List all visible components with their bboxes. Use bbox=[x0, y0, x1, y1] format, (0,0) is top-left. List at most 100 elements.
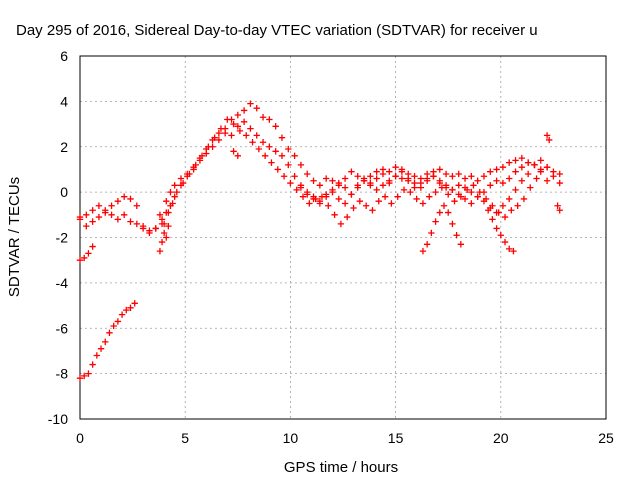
data-point bbox=[108, 211, 115, 219]
data-point bbox=[169, 200, 176, 207]
data-point bbox=[468, 200, 475, 207]
data-point bbox=[165, 209, 172, 216]
data-point bbox=[493, 209, 500, 216]
data-point bbox=[102, 209, 109, 216]
data-series-5 bbox=[484, 207, 517, 255]
data-point bbox=[152, 225, 159, 232]
data-point bbox=[253, 104, 260, 112]
data-point bbox=[167, 188, 174, 196]
data-point bbox=[428, 229, 435, 237]
data-point bbox=[392, 173, 399, 180]
data-point bbox=[146, 227, 153, 234]
data-point bbox=[259, 139, 267, 146]
data-point bbox=[316, 200, 324, 207]
data-point bbox=[411, 179, 418, 187]
y-tick-label: -10 bbox=[48, 411, 68, 427]
data-point bbox=[436, 209, 443, 216]
x-tick-label: 10 bbox=[283, 430, 299, 446]
data-point bbox=[120, 193, 128, 200]
data-point bbox=[81, 254, 88, 262]
data-point bbox=[95, 202, 103, 209]
data-point bbox=[506, 195, 513, 203]
data-point bbox=[493, 166, 500, 173]
data-point bbox=[501, 238, 509, 246]
data-point bbox=[156, 247, 164, 255]
data-point bbox=[221, 129, 229, 137]
data-point bbox=[537, 157, 544, 164]
y-tick-label: -6 bbox=[56, 320, 69, 336]
data-point bbox=[432, 218, 439, 225]
data-point bbox=[139, 222, 147, 230]
data-point bbox=[192, 161, 199, 169]
data-point bbox=[190, 166, 197, 173]
data-point bbox=[398, 175, 406, 182]
data-point bbox=[240, 107, 248, 114]
data-point bbox=[440, 202, 448, 209]
data-point bbox=[85, 370, 92, 377]
data-point bbox=[430, 173, 437, 180]
data-point bbox=[436, 166, 443, 173]
data-point bbox=[335, 195, 342, 203]
data-point bbox=[356, 198, 364, 205]
data-point bbox=[274, 166, 281, 173]
data-point bbox=[373, 168, 380, 175]
data-series-0 bbox=[76, 100, 563, 237]
data-point bbox=[524, 159, 532, 166]
data-point bbox=[476, 188, 483, 196]
data-point bbox=[487, 168, 494, 175]
data-point bbox=[118, 311, 126, 318]
data-point bbox=[95, 213, 103, 221]
x-tick-label: 25 bbox=[598, 430, 614, 446]
y-tick-label: 6 bbox=[60, 48, 68, 64]
data-point bbox=[470, 182, 477, 189]
data-point bbox=[514, 202, 521, 209]
data-point bbox=[474, 177, 481, 184]
data-point bbox=[272, 148, 279, 155]
data-point bbox=[423, 177, 431, 184]
x-axis-label: GPS time / hours bbox=[284, 459, 398, 476]
data-point bbox=[510, 247, 517, 255]
data-point bbox=[455, 182, 462, 189]
data-point bbox=[280, 173, 288, 180]
data-series-7 bbox=[76, 300, 138, 382]
x-tick-label: 20 bbox=[493, 430, 509, 446]
data-point bbox=[449, 220, 456, 228]
data-point bbox=[484, 207, 492, 214]
data-point bbox=[297, 184, 305, 191]
data-point bbox=[165, 222, 172, 230]
data-point bbox=[518, 163, 526, 171]
data-point bbox=[394, 193, 401, 200]
y-axis-label: SDTVAR / TECUs bbox=[6, 177, 23, 297]
data-point bbox=[419, 247, 427, 255]
data-point bbox=[247, 100, 254, 107]
y-tick-label: -2 bbox=[56, 230, 69, 246]
data-point bbox=[512, 157, 519, 164]
data-point bbox=[215, 136, 223, 144]
data-point bbox=[131, 300, 138, 307]
data-point bbox=[243, 132, 250, 139]
data-point bbox=[304, 170, 311, 178]
data-point bbox=[449, 173, 456, 180]
data-point bbox=[114, 318, 122, 325]
data-point bbox=[463, 186, 471, 194]
data-point bbox=[272, 123, 279, 130]
data-point bbox=[419, 200, 427, 207]
data-point bbox=[512, 168, 519, 175]
data-point bbox=[108, 202, 115, 209]
data-point bbox=[556, 170, 563, 178]
data-point bbox=[518, 154, 526, 162]
data-point bbox=[369, 207, 376, 214]
data-point bbox=[550, 173, 557, 180]
data-point bbox=[449, 186, 456, 194]
data-point bbox=[468, 188, 475, 196]
data-point bbox=[512, 186, 519, 194]
data-point bbox=[278, 152, 286, 160]
data-point bbox=[76, 374, 84, 382]
data-point bbox=[114, 216, 122, 223]
data-point bbox=[83, 222, 90, 230]
data-point bbox=[506, 245, 513, 253]
data-point bbox=[89, 361, 96, 368]
data-point bbox=[335, 179, 342, 187]
data-point bbox=[508, 207, 515, 214]
data-point bbox=[297, 161, 305, 169]
